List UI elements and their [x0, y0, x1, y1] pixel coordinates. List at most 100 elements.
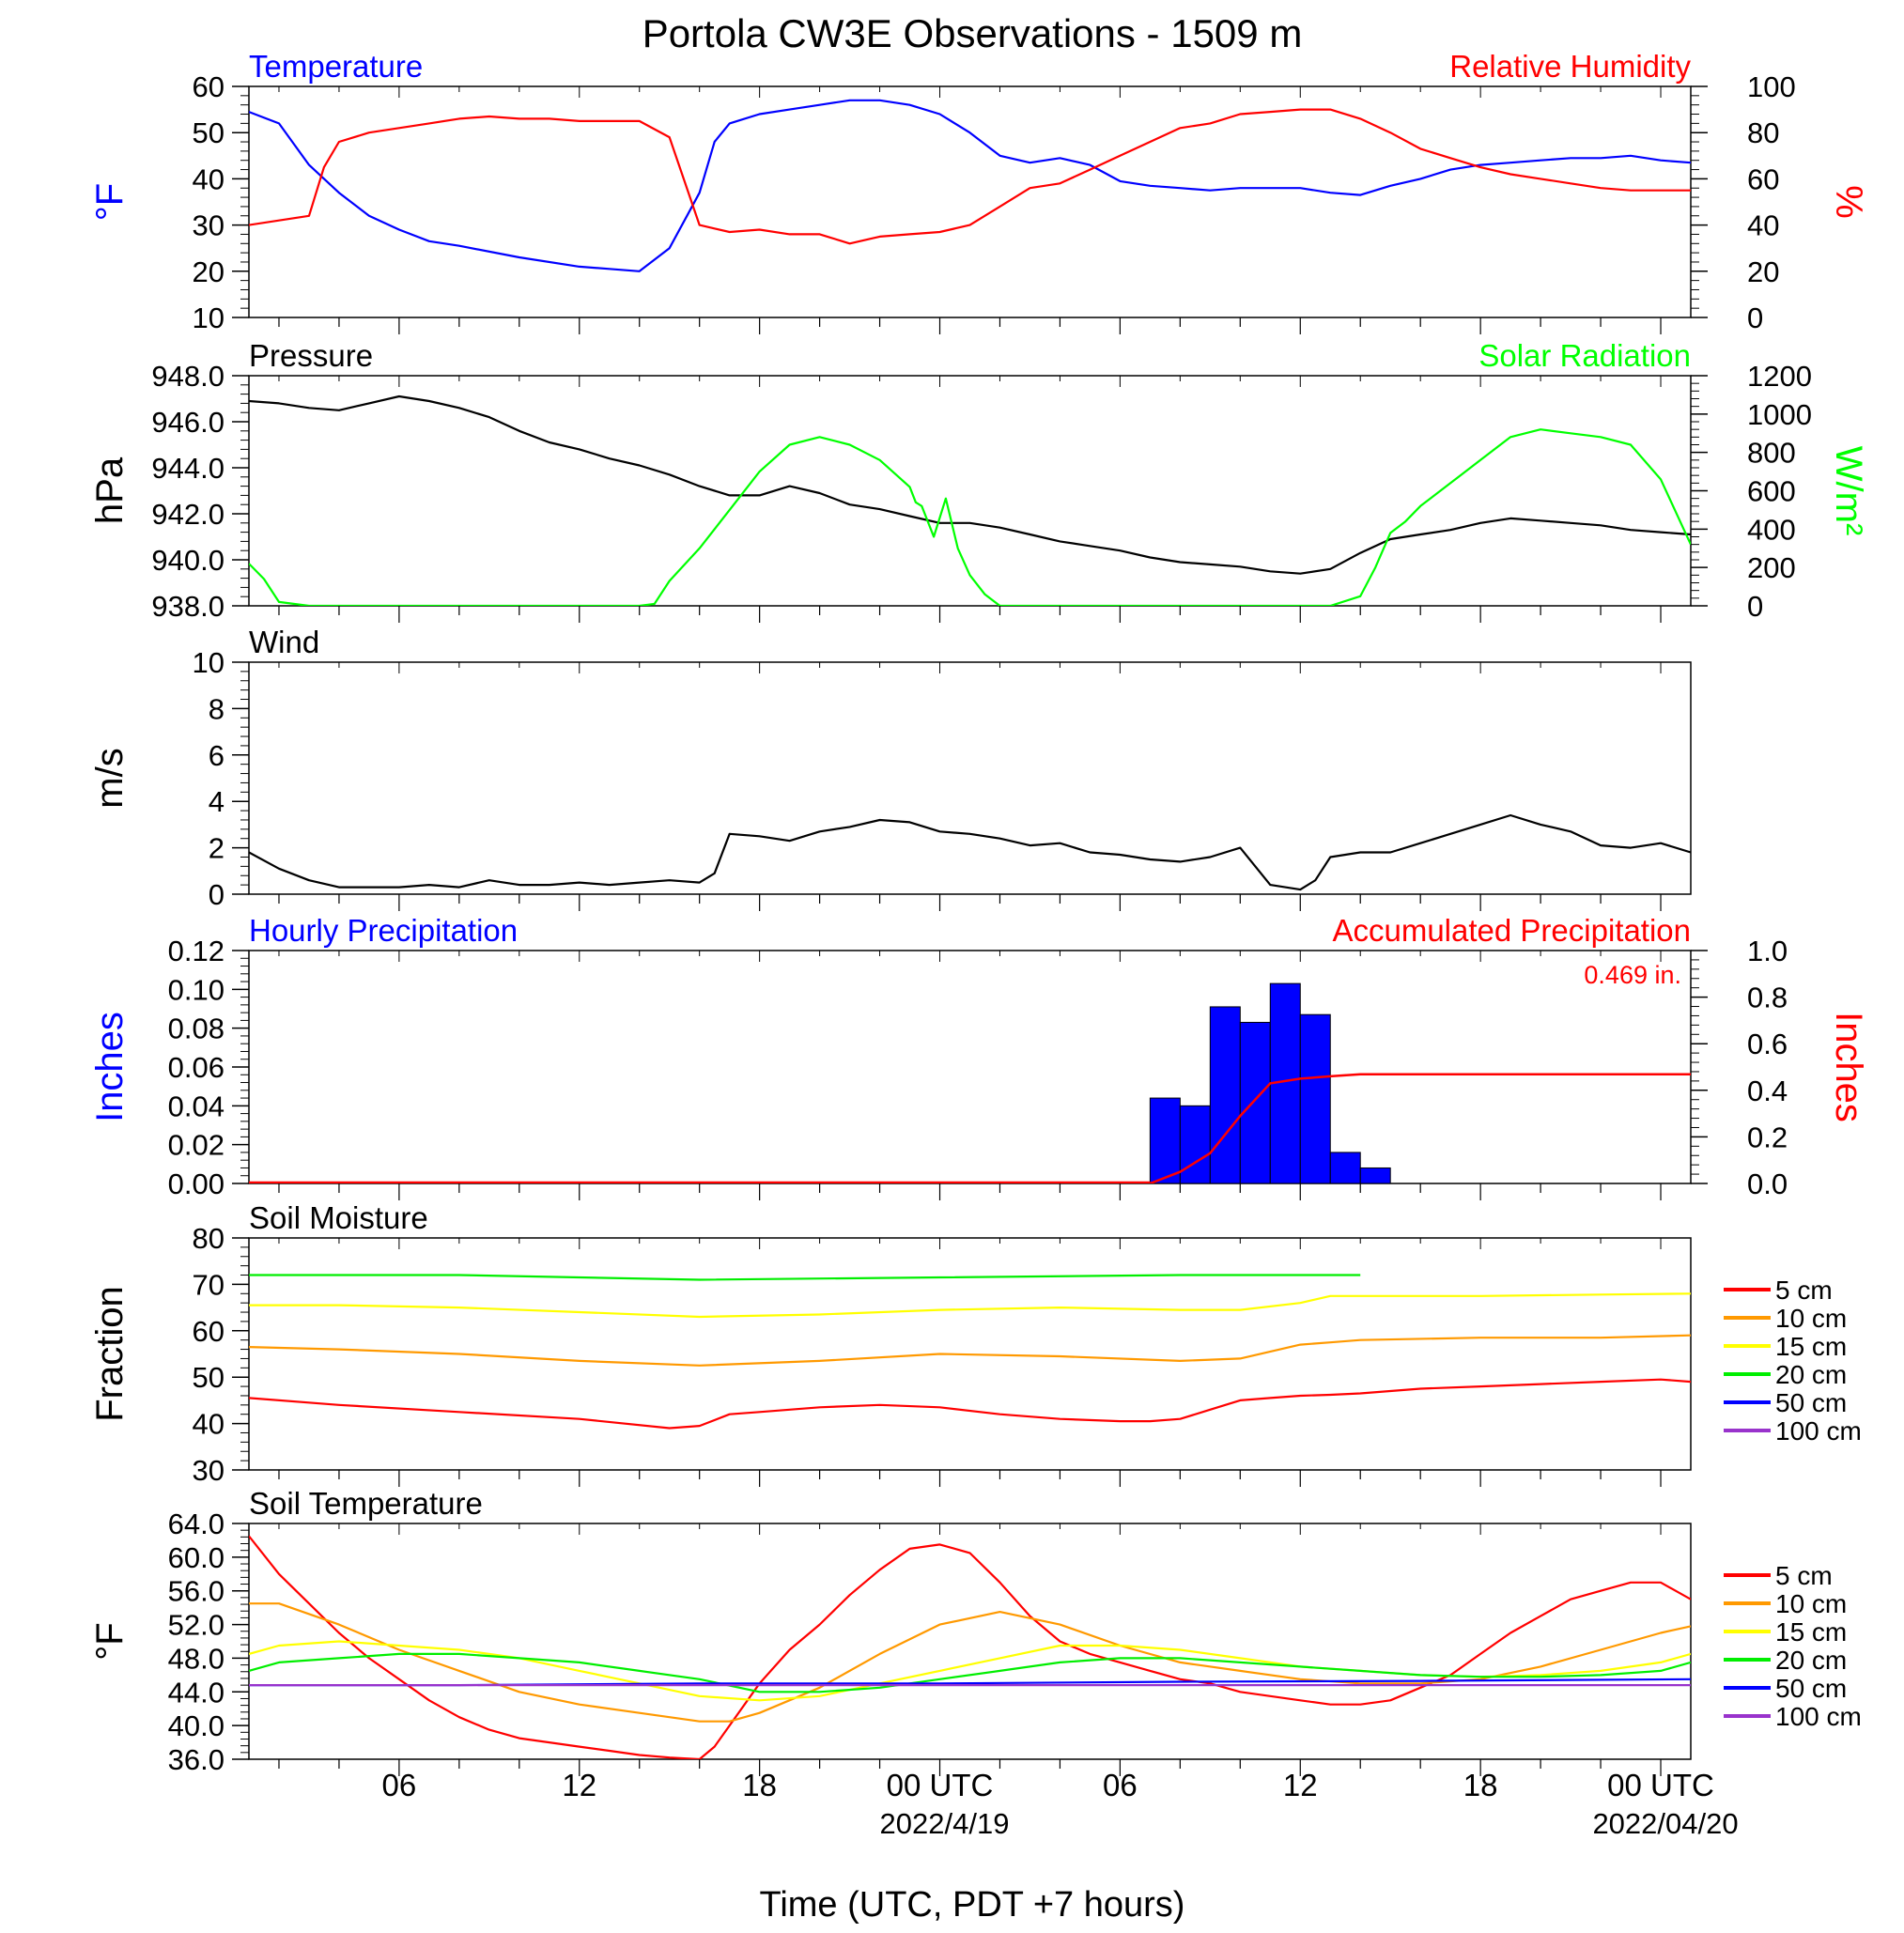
panel-temp_rh: 10 20 30 40 50 60 0 20 40 60 80 100 Temperature Relat…: [89, 49, 1869, 334]
x-date-label: 2022/4/19: [880, 1807, 1010, 1840]
series-line-20-cm: [249, 1274, 1361, 1281]
y-tick-label-left: 50: [193, 1361, 224, 1394]
y-tick-label-left: 40: [193, 1408, 224, 1441]
legend-label: 50 cm: [1775, 1388, 1847, 1417]
legend-label: 20 cm: [1775, 1360, 1847, 1389]
y-tick-label-left: 10: [193, 302, 224, 334]
x-tick-label: 18: [742, 1768, 777, 1802]
y-tick-label-right: 0.6: [1747, 1028, 1788, 1060]
panel-right-label: Solar Radiation: [1478, 338, 1691, 373]
panel-right-label: Relative Humidity: [1449, 49, 1691, 84]
legend-label: 10 cm: [1775, 1589, 1847, 1618]
x-tick-label: 18: [1463, 1768, 1498, 1802]
y-tick-label-left: 0.02: [168, 1129, 224, 1162]
y-tick-label-right: 400: [1747, 513, 1796, 546]
y-tick-label-left: 70: [193, 1268, 224, 1301]
y-tick-label-left: 52.0: [168, 1609, 224, 1642]
y-tick-label-left: 56.0: [168, 1575, 224, 1608]
y-tick-label-left: 36.0: [168, 1743, 224, 1776]
y-axis-title-left: Fraction: [89, 1286, 131, 1422]
y-tick-label-right: 0.8: [1747, 982, 1788, 1014]
plot-area: [249, 394, 1691, 606]
y-tick-label-left: 0.08: [168, 1013, 224, 1045]
x-axis-title: Time (UTC, PDT +7 hours): [760, 1885, 1185, 1925]
legend-label: 10 cm: [1775, 1304, 1847, 1333]
panel-left-label: Pressure: [249, 338, 373, 373]
series-line-pressure: [249, 394, 1691, 575]
y-tick-label-left: 6: [209, 739, 224, 772]
y-tick-label-left: 80: [193, 1222, 224, 1255]
y-tick-label-left: 40: [193, 162, 224, 195]
legend-label: 15 cm: [1775, 1332, 1847, 1361]
y-tick-label-left: 30: [193, 209, 224, 242]
y-tick-label-right: 60: [1747, 162, 1779, 195]
panel-left-label: Temperature: [249, 49, 423, 84]
y-tick-label-right: 0.2: [1747, 1121, 1788, 1153]
precip-bar: [1329, 1152, 1361, 1183]
plot-frame: [248, 661, 1692, 895]
y-tick-label-right: 1000: [1747, 398, 1812, 431]
y-tick-label-left: 44.0: [168, 1676, 224, 1709]
precip-bar: [1149, 1097, 1181, 1183]
panel-right-label: Accumulated Precipitation: [1332, 913, 1691, 948]
chart-title: Portola CW3E Observations - 1509 m: [642, 11, 1303, 55]
legend-label: 15 cm: [1775, 1617, 1847, 1647]
y-tick-label-left: 20: [193, 255, 224, 288]
x-tick-label: 00 UTC: [887, 1768, 994, 1802]
y-tick-label-left: 946.0: [151, 406, 224, 439]
y-tick-label-left: 50: [193, 116, 224, 149]
plot-frame: [248, 1237, 1692, 1471]
precip-bar: [1239, 1021, 1271, 1183]
y-tick-label-right: 40: [1747, 209, 1779, 242]
x-tick-label: 00 UTC: [1607, 1768, 1714, 1802]
y-tick-label-right: 0: [1747, 590, 1763, 623]
x-date-label: 2022/04/20: [1592, 1807, 1738, 1840]
series-line-wind: [249, 813, 1691, 891]
y-tick-label-right: 100: [1747, 70, 1796, 103]
series-line-5-cm: [249, 1378, 1691, 1430]
y-tick-label-left: 940.0: [151, 544, 224, 577]
y-tick-label-right: 80: [1747, 116, 1779, 149]
y-tick-label-right: 0: [1747, 302, 1763, 334]
y-tick-label-right: 0.4: [1747, 1075, 1788, 1107]
plot-frame: [248, 85, 1692, 318]
plot-area: [249, 99, 1691, 272]
legend-label: 5 cm: [1775, 1561, 1833, 1590]
legend-label: 50 cm: [1775, 1674, 1847, 1703]
x-tick-label: 12: [562, 1768, 596, 1802]
panel-soil_temp: 36.040.044.048.052.056.060.064.0 Soil Tem…: [89, 1486, 1862, 1776]
x-tick-label: 06: [382, 1768, 417, 1802]
y-tick-label-right: 1200: [1747, 360, 1812, 393]
y-axis-title-right: Inches: [1828, 1012, 1869, 1122]
series-line-solar-radiation: [249, 428, 1691, 606]
y-tick-label-left: 10: [193, 646, 224, 679]
accum-precip-line: [249, 1073, 1691, 1183]
y-tick-label-right: 800: [1747, 437, 1796, 470]
y-tick-label-left: 48.0: [168, 1642, 224, 1675]
accum-total-label: 0.469 in.: [1584, 961, 1681, 989]
y-tick-label-left: 60: [193, 70, 224, 103]
y-tick-label-right: 600: [1747, 475, 1796, 508]
plot-area: [249, 1274, 1691, 1430]
y-axis-title-left: hPa: [89, 456, 131, 524]
precip-bar: [1209, 1006, 1241, 1183]
panel-wind: 0 2 4 6 8 10 Wind m/s: [89, 625, 1692, 911]
y-axis-title-right: W/m²: [1828, 446, 1869, 536]
panel-soil_moisture: 30 40 50 60 70 80 Soil Moisture Fraction 5 cm10 …: [89, 1200, 1862, 1487]
y-tick-label-left: 0.04: [168, 1090, 224, 1122]
y-tick-label-left: 948.0: [151, 360, 224, 393]
y-tick-label-left: 64.0: [168, 1508, 224, 1540]
x-tick-label: 06: [1103, 1768, 1138, 1802]
x-tick-label: 12: [1283, 1768, 1318, 1802]
panel-pres_solar: 938.0 940.0 942.0 944.0 946.0 948.0 0 200 400 600…: [89, 338, 1869, 623]
y-tick-label-left: 40.0: [168, 1709, 224, 1742]
precip-bar: [1359, 1167, 1391, 1183]
precip-bar: [1299, 1013, 1331, 1183]
x-axis: 06 12 18 00 UTC 2022/4/19 06 12 18 00 UTC 2022/04…: [382, 1768, 1739, 1840]
panel-left-label: Hourly Precipitation: [249, 913, 518, 948]
y-tick-label-left: 8: [209, 692, 224, 725]
y-tick-label-left: 942.0: [151, 498, 224, 531]
legend-label: 5 cm: [1775, 1276, 1833, 1305]
